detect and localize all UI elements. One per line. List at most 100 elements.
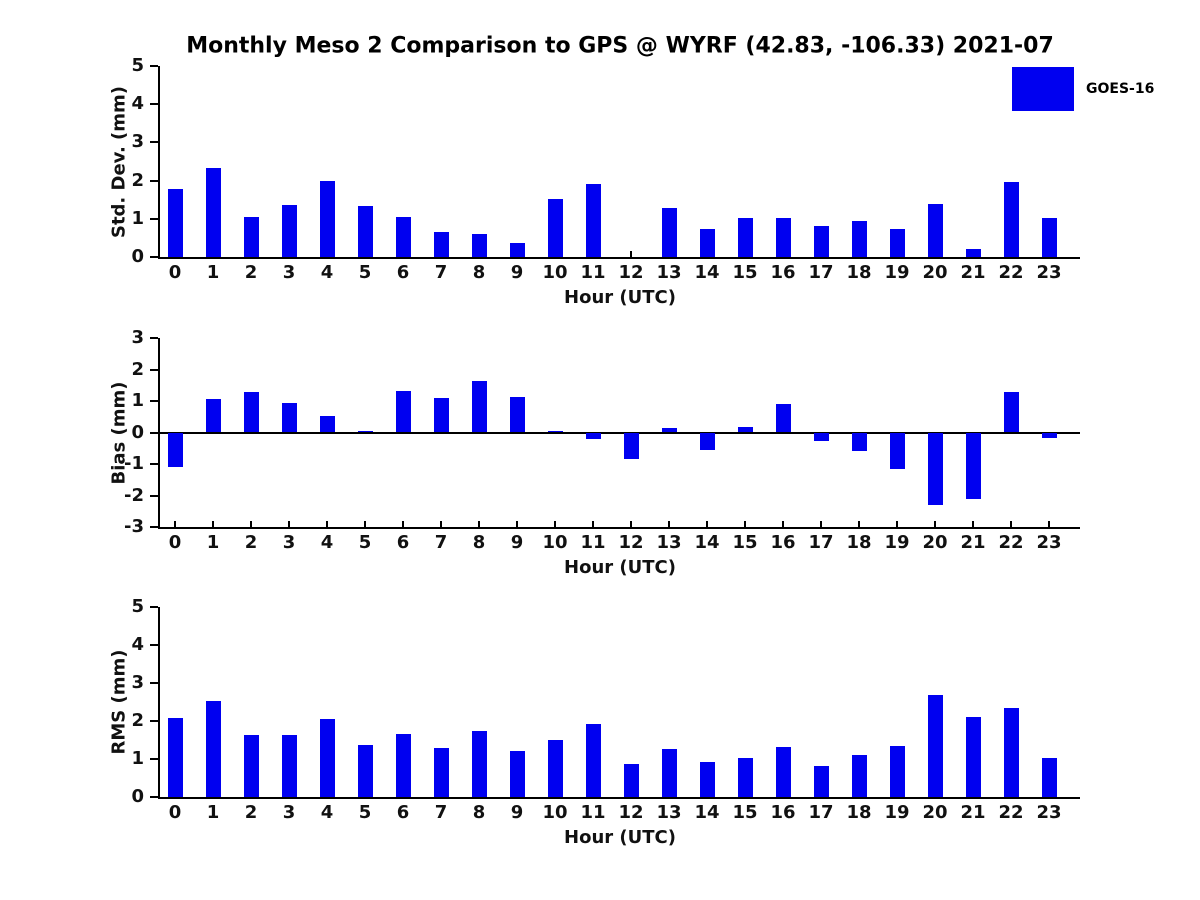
x-tick-label: 11 [580, 532, 606, 553]
bar-hour-14 [699, 761, 715, 797]
y-tick-label: 4 [131, 634, 144, 655]
x-tick-label: 4 [320, 802, 334, 823]
x-tick-label: 20 [922, 262, 948, 283]
zero-line [160, 431, 1080, 434]
bar-hour-3 [281, 204, 297, 257]
x-tick-label: 20 [922, 532, 948, 553]
y-tick-label: 2 [131, 169, 144, 191]
x-tick-label: 18 [846, 532, 872, 553]
y-axis-spine [158, 66, 160, 257]
x-tick [592, 521, 594, 527]
x-tick [288, 521, 290, 527]
x-tick-label: 23 [1036, 802, 1062, 823]
x-tick [174, 521, 176, 527]
bar-hour-0 [167, 717, 183, 797]
bar-hour-6 [395, 733, 411, 797]
y-tick-label: -3 [124, 516, 144, 537]
x-tick-label: 8 [472, 802, 486, 823]
x-tick [896, 521, 898, 527]
x-tick-label: 11 [580, 802, 606, 823]
subplot-bias: Bias (mm) Hour (UTC) -3 -2 -1 0 1 2 3 0 1 2 3 4 5 6 7 8… [109, 328, 1080, 578]
x-tick-label: 9 [510, 802, 524, 823]
bar-hour-20 [927, 695, 943, 797]
bar-hour-22 [1003, 708, 1019, 797]
y-tick-label: 3 [131, 131, 144, 153]
y-tick-label: 4 [131, 93, 144, 115]
bar-hour-17 [813, 226, 829, 257]
x-tick-label: 10 [542, 262, 568, 283]
bar-hour-23 [1041, 432, 1057, 439]
bar-hour-10 [547, 430, 563, 433]
x-tick [858, 521, 860, 527]
x-tick-label: 19 [884, 802, 910, 823]
x-tick-label: 1 [206, 802, 220, 823]
y-tick-label: 1 [131, 390, 144, 411]
bar-hour-4 [319, 416, 335, 433]
x-tick-label: 2 [244, 262, 258, 283]
x-tick-label: 6 [396, 802, 410, 823]
bar-hour-7 [433, 748, 449, 797]
bar-hour-15 [737, 217, 753, 257]
x-axis-spine [158, 527, 1080, 529]
x-tick-label: 15 [732, 802, 758, 823]
x-tick-label: 13 [656, 262, 682, 283]
y-tick-label: 0 [131, 421, 144, 443]
y-tick [150, 179, 158, 182]
bar-hour-21 [965, 432, 981, 499]
x-tick-label: 7 [434, 262, 448, 283]
bar-hour-9 [509, 751, 525, 797]
bar-hour-0 [167, 432, 183, 467]
y-tick-label: 3 [131, 327, 144, 348]
bar-hour-13 [661, 427, 677, 433]
bar-hour-19 [889, 228, 905, 257]
x-tick-label: 7 [434, 532, 448, 553]
bar-hour-18 [851, 432, 867, 451]
x-tick-label: 21 [960, 532, 986, 553]
bar-hour-17 [813, 432, 829, 442]
y-tick-label: 0 [131, 786, 144, 807]
x-tick [212, 521, 214, 527]
x-axis-spine [158, 257, 1080, 259]
x-tick-label: 16 [770, 532, 796, 553]
bar-hour-7 [433, 232, 449, 257]
y-tick [150, 431, 158, 434]
y-tick-label: 0 [131, 246, 144, 267]
bar-hour-22 [1003, 181, 1019, 257]
x-tick-label: 5 [358, 802, 372, 823]
bar-hour-1 [205, 701, 221, 797]
y-tick [150, 796, 158, 798]
bar-hour-10 [547, 739, 563, 797]
legend: GOES-16 [1012, 67, 1172, 111]
x-tick [250, 521, 252, 527]
y-tick [150, 463, 158, 465]
x-tick [820, 521, 822, 527]
x-tick-label: 21 [960, 262, 986, 283]
x-axis-label-hour-utc: Hour (UTC) [564, 287, 676, 308]
x-tick-label: 22 [998, 802, 1024, 823]
x-tick-label: 18 [846, 802, 872, 823]
y-tick-label: 2 [131, 710, 144, 731]
legend-label: GOES-16 [1086, 81, 1155, 97]
bar-hour-4 [319, 718, 335, 797]
x-tick-label: 17 [808, 532, 834, 553]
y-tick [150, 65, 158, 67]
x-tick-label: 19 [884, 262, 910, 283]
legend-swatch-goes-16 [1012, 67, 1074, 111]
bar-hour-8 [471, 381, 487, 433]
y-tick [150, 644, 158, 646]
x-tick-label: 0 [168, 802, 182, 823]
bar-hour-6 [395, 217, 411, 257]
x-axis-label-hour-utc: Hour (UTC) [564, 827, 676, 848]
x-tick-label: 13 [656, 802, 682, 823]
bar-hour-8 [471, 730, 487, 797]
x-tick [364, 521, 366, 527]
bar-hour-19 [889, 432, 905, 469]
x-tick-label: 12 [618, 802, 644, 823]
y-tick [150, 141, 158, 144]
bar-hour-13 [661, 748, 677, 797]
x-tick-label: 17 [808, 802, 834, 823]
bar-hour-14 [699, 432, 715, 451]
bar-hour-9 [509, 242, 525, 257]
x-tick-label: 2 [244, 532, 258, 553]
bar-hour-20 [927, 204, 943, 257]
